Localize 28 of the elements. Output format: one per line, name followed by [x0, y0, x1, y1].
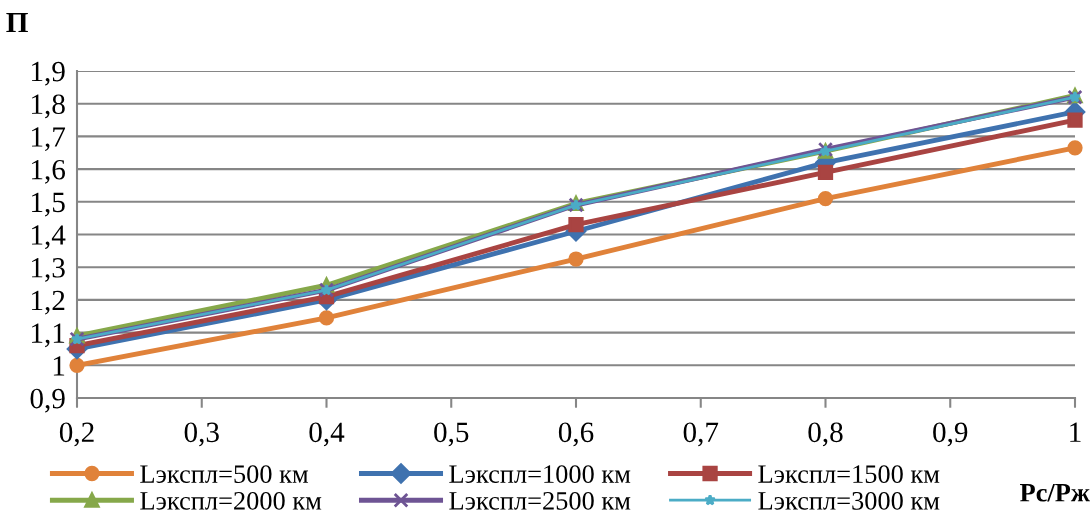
x-axis-title: Рс/Рж: [1020, 483, 1090, 502]
legend-label: Lэкспл=1000 км: [449, 465, 631, 483]
x-tick-label: 0,4: [309, 422, 345, 447]
y-axis-title: П: [6, 12, 28, 33]
x-tick-label: 0,3: [184, 422, 219, 447]
legend-label: Lэкспл=1500 км: [758, 465, 940, 483]
y-tick-label: 1,3: [32, 258, 65, 282]
y-tick-label: 1,7: [32, 127, 66, 151]
y-tick-label: 1,2: [32, 290, 65, 315]
legend-label: Lэкспл=500 км: [140, 465, 309, 483]
x-tick-label: 1: [1070, 422, 1081, 442]
y-tick-label: 1,6: [32, 159, 66, 184]
legend-label: Lэкспл=2500 км: [449, 491, 631, 510]
y-tick-label: 1,1: [32, 323, 65, 348]
legend-label: Lэкспл=3000 км: [758, 491, 940, 510]
y-tick-label: 0,9: [30, 388, 65, 413]
legend-label: Lэкспл=2000 км: [140, 491, 322, 510]
y-tick-label: 1,9: [32, 61, 65, 86]
y-tick-label: 1: [53, 356, 65, 376]
x-tick-label: 0,9: [933, 422, 968, 447]
x-tick-label: 0,8: [808, 422, 843, 447]
y-tick-label: 1,5: [32, 192, 65, 217]
x-tick-label: 0,2: [59, 422, 94, 447]
x-tick-label: 0,6: [558, 422, 594, 447]
y-tick-label: 1,4: [32, 225, 66, 250]
x-tick-label: 0,5: [434, 422, 469, 447]
x-tick-label: 0,7: [683, 422, 719, 447]
y-tick-label: 1,8: [32, 94, 65, 119]
